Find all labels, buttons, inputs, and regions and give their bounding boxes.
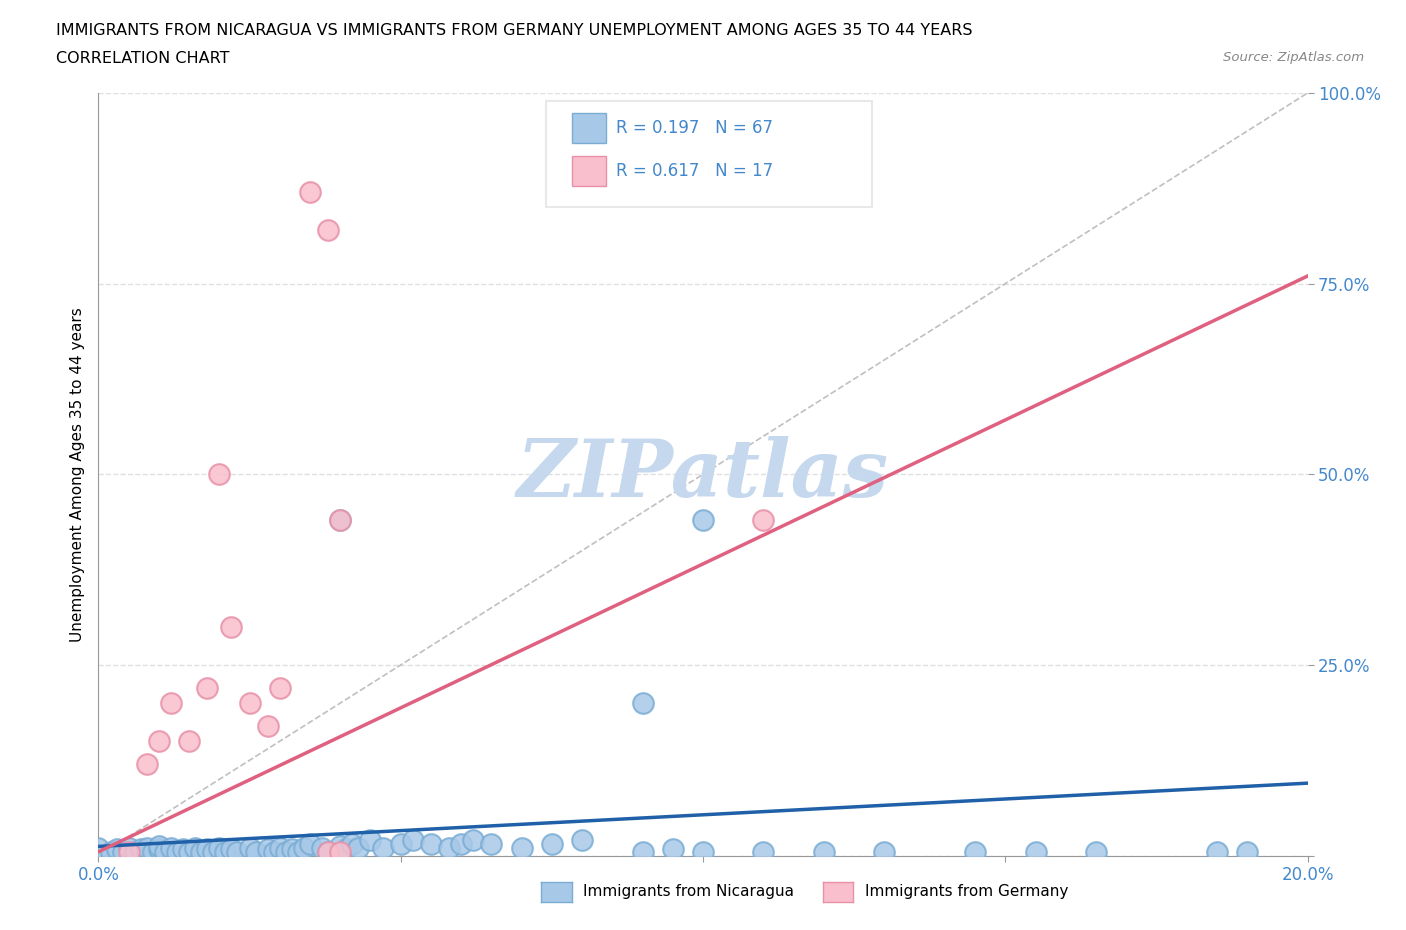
Point — [873, 844, 896, 859]
FancyBboxPatch shape — [572, 113, 606, 143]
Text: Immigrants from Germany: Immigrants from Germany — [865, 884, 1069, 899]
Point — [195, 681, 218, 696]
Point — [239, 696, 262, 711]
Point — [965, 844, 987, 859]
Point — [481, 837, 503, 852]
Point — [190, 844, 212, 859]
Point — [256, 719, 278, 734]
Point — [208, 467, 231, 482]
Text: Immigrants from Nicaragua: Immigrants from Nicaragua — [583, 884, 794, 899]
Point — [105, 842, 128, 857]
Text: R = 0.617   N = 17: R = 0.617 N = 17 — [616, 162, 773, 179]
Text: Source: ZipAtlas.com: Source: ZipAtlas.com — [1223, 51, 1364, 64]
Point — [245, 844, 267, 859]
Point — [299, 837, 322, 852]
Point — [335, 842, 357, 857]
Point — [135, 841, 157, 856]
Point — [571, 833, 593, 848]
Point — [281, 842, 304, 857]
FancyBboxPatch shape — [572, 155, 606, 186]
Point — [148, 839, 170, 854]
Point — [87, 841, 110, 856]
Point — [118, 844, 141, 859]
Point — [510, 841, 533, 856]
Point — [153, 844, 176, 859]
Point — [329, 844, 352, 859]
Point — [1024, 844, 1046, 859]
Point — [202, 844, 225, 859]
Text: IMMIGRANTS FROM NICARAGUA VS IMMIGRANTS FROM GERMANY UNEMPLOYMENT AMONG AGES 35 : IMMIGRANTS FROM NICARAGUA VS IMMIGRANTS … — [56, 23, 973, 38]
Point — [692, 844, 714, 859]
Point — [269, 681, 291, 696]
Point — [342, 837, 364, 852]
Point — [1206, 844, 1229, 859]
Point — [142, 844, 165, 859]
Point — [208, 841, 231, 856]
Point — [813, 844, 835, 859]
Point — [1085, 844, 1108, 859]
Point — [347, 841, 370, 856]
Point — [148, 734, 170, 749]
Point — [124, 844, 146, 859]
Point — [160, 841, 183, 856]
Y-axis label: Unemployment Among Ages 35 to 44 years: Unemployment Among Ages 35 to 44 years — [69, 307, 84, 642]
Point — [129, 842, 152, 857]
Point — [752, 512, 775, 527]
Point — [329, 512, 352, 527]
Point — [269, 841, 291, 856]
Point — [292, 841, 315, 856]
Point — [111, 844, 134, 859]
Point — [166, 844, 188, 859]
Point — [402, 833, 425, 848]
Point — [160, 696, 183, 711]
Point — [463, 833, 485, 848]
Point — [540, 837, 562, 852]
Point — [221, 619, 243, 634]
Point — [661, 842, 683, 857]
Point — [329, 512, 352, 527]
Point — [311, 841, 333, 856]
Point — [631, 696, 654, 711]
Text: ZIPatlas: ZIPatlas — [517, 435, 889, 513]
Point — [135, 757, 157, 772]
Point — [389, 837, 412, 852]
Point — [214, 844, 236, 859]
Point — [316, 223, 339, 238]
Point — [329, 839, 352, 854]
Point — [135, 844, 157, 859]
Point — [195, 842, 218, 857]
Point — [184, 841, 207, 856]
Point — [179, 734, 201, 749]
Point — [420, 837, 443, 852]
Point — [1236, 844, 1258, 859]
Point — [631, 844, 654, 859]
Point — [299, 185, 322, 200]
Text: R = 0.197   N = 67: R = 0.197 N = 67 — [616, 119, 773, 137]
Point — [148, 842, 170, 857]
Point — [221, 842, 243, 857]
Point — [100, 844, 122, 859]
Point — [360, 833, 382, 848]
Point — [256, 842, 278, 857]
Point — [437, 841, 460, 856]
Point — [226, 844, 249, 859]
Point — [118, 841, 141, 856]
Point — [752, 844, 775, 859]
FancyBboxPatch shape — [546, 100, 872, 207]
Point — [692, 512, 714, 527]
Point — [371, 841, 394, 856]
Point — [179, 844, 201, 859]
Point — [263, 844, 285, 859]
Point — [450, 837, 472, 852]
Point — [316, 844, 339, 859]
Point — [172, 842, 194, 857]
Point — [274, 844, 297, 859]
Point — [287, 844, 309, 859]
Point — [316, 844, 339, 859]
Point — [239, 841, 262, 856]
Text: CORRELATION CHART: CORRELATION CHART — [56, 51, 229, 66]
